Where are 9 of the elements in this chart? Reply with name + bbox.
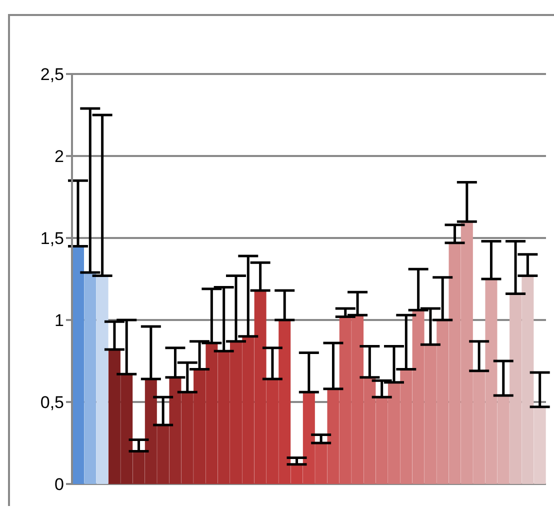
y-tick-label: 1: [54, 311, 64, 330]
bar: [72, 246, 84, 484]
y-tick-label: 1,5: [40, 229, 64, 248]
bar: [84, 272, 96, 484]
y-tick-label: 2,5: [40, 65, 64, 84]
y-tick-label: 2: [54, 147, 64, 166]
bar: [96, 276, 108, 484]
y-tick-label: 0: [54, 475, 64, 494]
y-tick-label: 0,5: [40, 393, 64, 412]
